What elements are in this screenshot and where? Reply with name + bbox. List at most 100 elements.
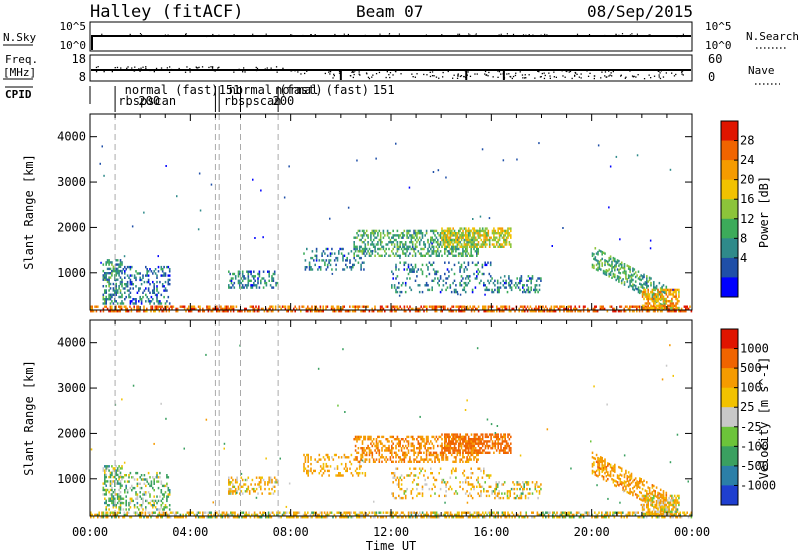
- nave-dot: [469, 75, 472, 77]
- vel-echo-cell: [377, 442, 379, 445]
- power-echo-cell: [158, 305, 161, 308]
- power-echo-cell: [108, 259, 110, 262]
- power-echo-cell: [449, 238, 452, 242]
- power-echo-cell: [486, 234, 488, 237]
- power-echo-cell: [139, 278, 141, 282]
- power-echo-cell: [623, 281, 626, 284]
- noise-dot: [176, 35, 178, 37]
- vel-echo-cell: [420, 458, 422, 461]
- vel-echo-cell: [417, 447, 420, 450]
- nave-dot: [145, 66, 147, 68]
- power-echo-cell: [414, 245, 417, 248]
- power-echo-cell: [675, 304, 677, 307]
- power-echo-cell: [526, 288, 528, 292]
- vel-echo-cell: [459, 438, 461, 441]
- power-echo-cell: [673, 304, 676, 307]
- noise-dot: [252, 33, 254, 35]
- nave-dot: [351, 71, 353, 73]
- vel-echo-cell: [420, 513, 422, 517]
- power-echo-cell: [537, 290, 539, 294]
- noise-dot: [125, 35, 128, 37]
- power-echo-cell: [138, 287, 140, 290]
- vel-echo-cell: [122, 501, 125, 505]
- power-echo-cell: [185, 310, 187, 313]
- vel-echo-cell: [333, 467, 336, 470]
- vel-echo-cell: [410, 513, 413, 517]
- power-echo-cell: [106, 267, 109, 271]
- power-echo-cell: [459, 241, 461, 244]
- power-echo-cell: [318, 266, 321, 269]
- noise-dot: [616, 35, 618, 37]
- power-echo-cell: [467, 232, 470, 235]
- vel-echo-cell: [489, 516, 491, 519]
- power-echo-cell: [442, 232, 445, 235]
- vel-echo-cell: [129, 501, 132, 505]
- power-echo-cell: [250, 279, 252, 282]
- power-echo-cell: [342, 256, 344, 260]
- power-echo-cell: [381, 307, 383, 311]
- vel-echo-cell: [410, 511, 413, 514]
- vel-echo-cell: [128, 508, 130, 511]
- nave-dot: [338, 70, 341, 72]
- vel-echo-cell: [175, 516, 177, 519]
- power-echo-cell: [374, 232, 376, 235]
- vel-echo-cell: [271, 487, 273, 491]
- power-echo-cell: [146, 270, 148, 273]
- power-echo-cell: [424, 305, 427, 308]
- vel-echo-cell: [105, 469, 107, 472]
- vel-echo-cell: [356, 438, 358, 441]
- vel-echo-cell: [365, 453, 368, 457]
- vel-echo-cell: [402, 451, 404, 454]
- power-echo-cell: [124, 298, 126, 301]
- vel-echo-cell: [364, 474, 367, 477]
- power-echo-cell: [372, 243, 375, 246]
- power-echo-cell: [612, 310, 614, 313]
- power-echo-cell: [662, 300, 665, 303]
- vel-echo-cell: [258, 483, 261, 486]
- power-echo-cell: [641, 286, 644, 289]
- power-echo-cell: [152, 272, 154, 275]
- power-echo-cell: [416, 234, 418, 237]
- power-echo-cell: [567, 305, 569, 308]
- vel-echo-cell: [368, 511, 371, 514]
- vel-echo-cell: [627, 511, 630, 514]
- power-echo-cell: [315, 310, 317, 313]
- vel-echo-cell: [361, 453, 364, 457]
- power-echo-cell: [256, 307, 259, 311]
- vel-echo-cell: [553, 511, 555, 514]
- power-echo-cell: [393, 243, 396, 246]
- power-echo-cell: [519, 305, 522, 308]
- power-echo-cell: [304, 268, 307, 271]
- power-echo-cell: [505, 236, 508, 239]
- vel-echo-cell: [159, 495, 161, 498]
- vel-echo-cell: [152, 486, 154, 490]
- vel-echo-cell: [637, 516, 639, 519]
- vel-echo-cell: [121, 501, 123, 505]
- noise-right-label: N.Search: [746, 30, 799, 43]
- nave-dot: [620, 75, 622, 77]
- power-echo-cell: [105, 302, 107, 305]
- nave-dot: [411, 73, 413, 75]
- power-echo-cell: [368, 310, 371, 313]
- power-echo-cell: [115, 293, 117, 296]
- vel-echo-cell: [416, 447, 418, 450]
- power-echo-cell: [239, 281, 241, 285]
- vel-echo-cell: [131, 499, 133, 503]
- vel-echo-cell: [312, 511, 315, 514]
- power-echo-cell: [460, 279, 463, 282]
- vel-echo-cell: [542, 513, 544, 517]
- power-echo-cell: [360, 250, 362, 253]
- vel-echo-cell: [153, 501, 155, 505]
- power-echo-cell: [396, 241, 399, 244]
- power-echo-cell: [602, 269, 605, 273]
- power-echo-cell: [615, 263, 617, 266]
- vel-echo-cell: [425, 435, 428, 439]
- vel-echo-cell: [445, 516, 448, 519]
- vel-echo-cell: [444, 442, 446, 445]
- nave-dot: [255, 69, 258, 72]
- power-colorbar-frame: [720, 120, 739, 298]
- vel-echo-cell: [573, 516, 575, 519]
- power-echo-cell: [118, 287, 120, 290]
- power-echo-cell: [549, 310, 551, 313]
